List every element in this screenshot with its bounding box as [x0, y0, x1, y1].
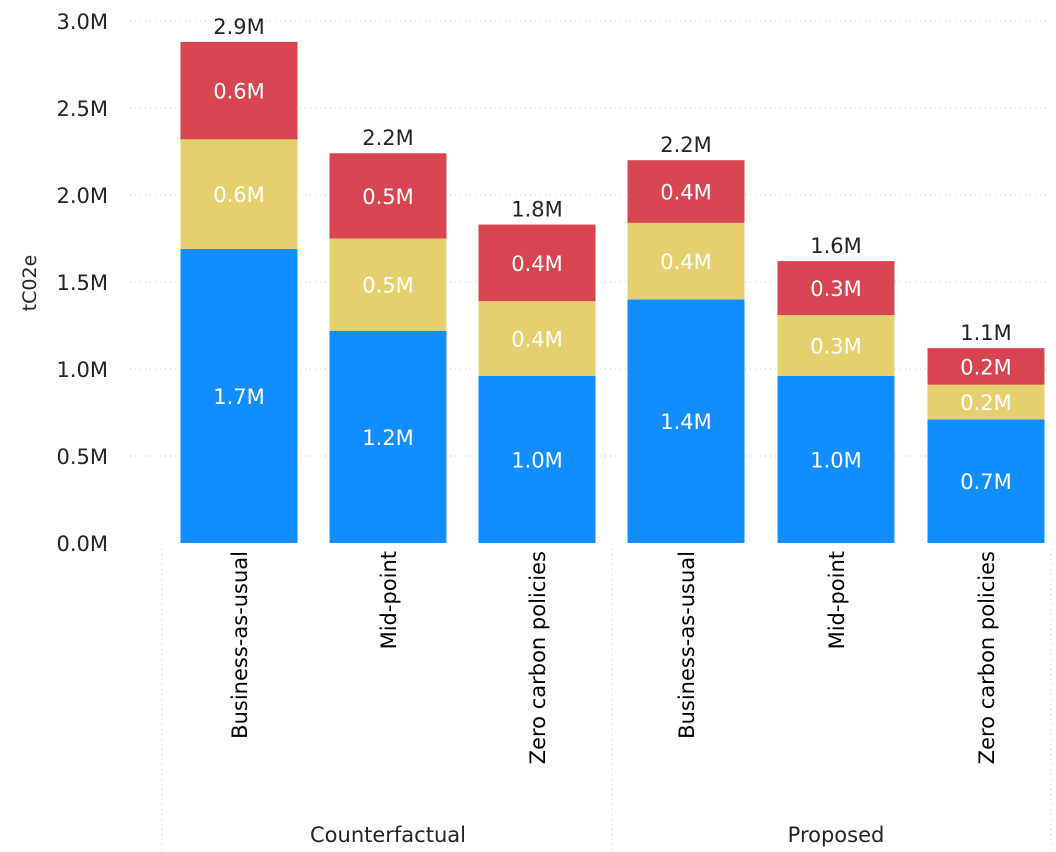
bar-segment [927, 384, 1045, 420]
y-tick-label: 2.5M [56, 97, 108, 121]
segment-data-label: 0.4M [660, 181, 712, 205]
segment-data-label: 0.2M [960, 391, 1012, 415]
bar-segment [927, 348, 1045, 385]
bar-segment [627, 160, 745, 223]
segment-data-label: 0.6M [213, 80, 265, 104]
bar-segment [478, 301, 596, 376]
segment-data-label: 1.0M [810, 448, 862, 472]
y-tick-label: 0.5M [56, 445, 108, 469]
bar-segment [329, 153, 447, 239]
x-category-label: Mid-point [825, 551, 849, 649]
segment-data-label: 1.0M [511, 448, 563, 472]
segment-data-label: 0.4M [511, 328, 563, 352]
segment-data-label: 0.7M [960, 470, 1012, 494]
bar-segment [777, 375, 895, 543]
segment-data-label: 1.7M [213, 385, 265, 409]
axis-layer: 0.0M 0.5M 1.0M 1.5M 2.0M 2.5M 3.0M Business-as-… [56, 10, 999, 847]
x-category-label: Zero carbon policies [526, 551, 550, 764]
x-group-label: Counterfactual [310, 823, 466, 847]
bar-segment [180, 139, 298, 249]
segment-data-label: 0.3M [810, 277, 862, 301]
segment-data-label: 0.5M [362, 274, 414, 298]
y-tick-label: 0.0M [56, 532, 108, 556]
total-data-label: 1.6M [810, 234, 862, 258]
y-axis-title: tC02e [19, 255, 41, 312]
bars-layer [180, 41, 1045, 543]
segment-data-label: 0.2M [960, 355, 1012, 379]
x-category-label: Business-as-usual [228, 551, 252, 739]
bar-segment [777, 261, 895, 316]
total-data-label: 1.1M [960, 321, 1012, 345]
segment-data-label: 0.5M [362, 185, 414, 209]
bar-segment [777, 315, 895, 376]
grid-layer [130, 20, 1052, 852]
segment-data-label: 1.2M [362, 426, 414, 450]
bar-segment [180, 248, 298, 543]
y-tick-label: 3.0M [56, 10, 108, 34]
y-tick-label: 1.5M [56, 271, 108, 295]
bar-segment [180, 41, 298, 140]
segment-data-label: 1.4M [660, 410, 712, 434]
y-tick-label: 2.0M [56, 184, 108, 208]
bar-segment [329, 238, 447, 331]
x-category-label: Business-as-usual [675, 551, 699, 739]
x-category-label: Zero carbon policies [975, 551, 999, 764]
segment-data-label: 0.3M [810, 335, 862, 359]
labels-layer: 1.7M 0.6M 0.6M 2.9M 1.2M 0.5M 0.5M 2.2M 1.0M 0.4M… [213, 15, 1012, 494]
total-data-label: 2.2M [362, 126, 414, 150]
x-category-label: Mid-point [377, 551, 401, 649]
segment-data-label: 0.4M [660, 250, 712, 274]
total-data-label: 1.8M [511, 198, 563, 222]
segment-data-label: 0.6M [213, 183, 265, 207]
y-tick-label: 1.0M [56, 358, 108, 382]
bar-segment [627, 222, 745, 300]
bar-segment [627, 299, 745, 543]
total-data-label: 2.2M [660, 133, 712, 157]
x-group-label: Proposed [788, 823, 885, 847]
bar-segment [927, 419, 1045, 543]
bar-segment [329, 330, 447, 543]
bar-segment [478, 375, 596, 543]
segment-data-label: 0.4M [511, 252, 563, 276]
bar-segment [478, 224, 596, 302]
total-data-label: 2.9M [213, 15, 265, 39]
